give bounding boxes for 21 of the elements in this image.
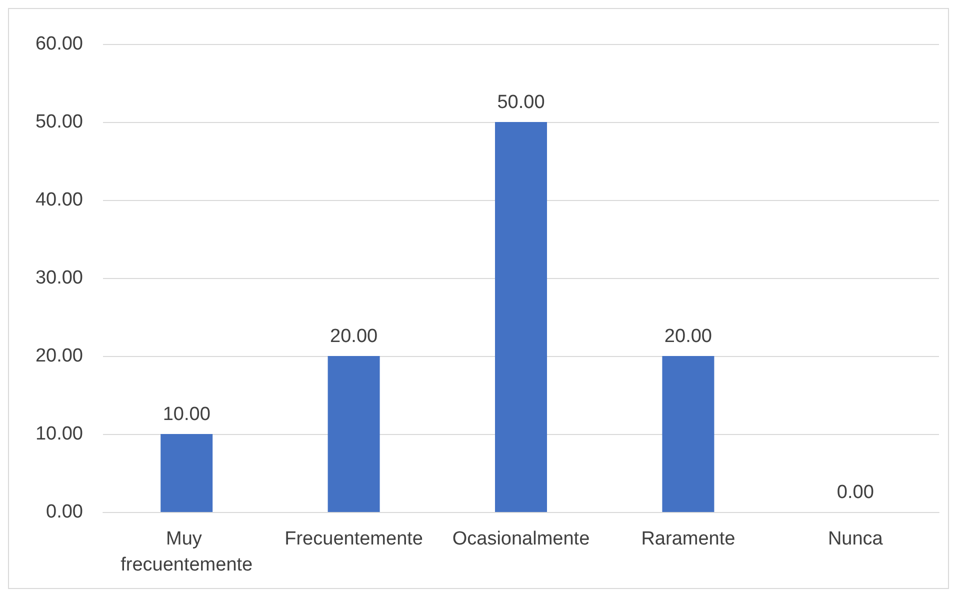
data-label: 10.00 — [162, 404, 210, 425]
y-tick-label: 20.00 — [35, 346, 83, 366]
bar — [328, 356, 380, 512]
data-label: 20.00 — [330, 326, 378, 347]
y-tick-label: 10.00 — [35, 424, 83, 444]
y-tick-label: 60.00 — [35, 34, 83, 54]
x-tick-label: Nunca — [828, 528, 884, 550]
x-tick-label: Frecuentemente — [284, 528, 423, 550]
bar — [495, 122, 547, 512]
data-label: 0.00 — [836, 482, 874, 503]
y-tick-label: 40.00 — [35, 190, 83, 210]
bar — [662, 356, 714, 512]
x-tick-label: Ocasionalmente — [452, 528, 590, 550]
y-tick-label: 0.00 — [46, 502, 83, 522]
x-tick-label: Raramente — [641, 528, 736, 550]
data-label: 50.00 — [497, 92, 545, 113]
data-label: 20.00 — [664, 326, 712, 347]
y-tick-label: 30.00 — [35, 268, 83, 288]
bar — [160, 434, 213, 512]
x-tick-label: Muy frecuentemente — [120, 528, 253, 576]
y-tick-label: 50.00 — [35, 112, 83, 132]
